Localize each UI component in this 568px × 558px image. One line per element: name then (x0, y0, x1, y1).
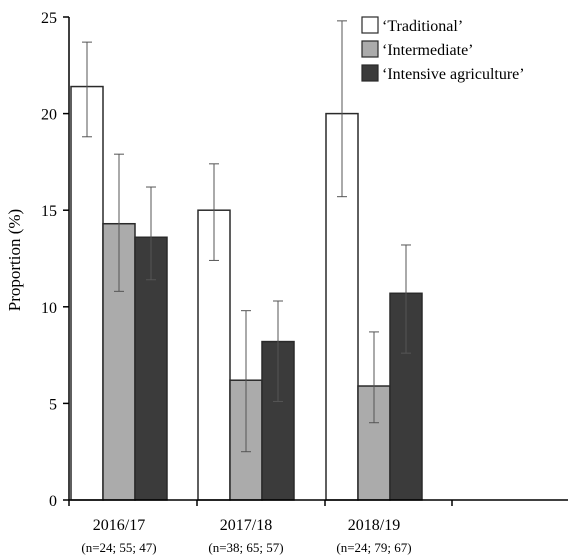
legend-label-3: ‘Intensive agriculture’ (382, 66, 525, 83)
y-tick-label-1: 0 (49, 493, 57, 510)
y-tick-label-6: 25 (41, 10, 57, 27)
y-tick-label-5: 20 (41, 107, 57, 124)
y-tick-label-4: 15 (41, 203, 57, 220)
legend-swatch-3 (361, 64, 379, 82)
bar-1-1 (70, 85, 104, 501)
sample-size-label-3: (n=24; 79; 67) (336, 540, 411, 555)
legend-label-1: ‘Traditional’ (382, 18, 463, 35)
bar-3-1 (134, 236, 168, 501)
legend: ‘Traditional’ ‘Intermediate’ ‘Intensive ag… (361, 16, 525, 83)
plot-area (70, 20, 423, 501)
legend-swatch-1 (361, 16, 379, 34)
y-axis-label: Proportion (%) (5, 209, 24, 311)
legend-label-2: ‘Intermediate’ (382, 42, 474, 59)
legend-swatch-2 (361, 40, 379, 58)
sample-size-label-2: (n=38; 65; 57) (208, 540, 283, 555)
x-tick-label-2: 2017/18 (220, 517, 272, 534)
sample-size-label-1: (n=24; 55; 47) (81, 540, 156, 555)
axes: 0 5 10 15 20 25 2016/17 (n=24; 55; 47) 2017/18 (n… (41, 10, 568, 555)
x-tick-label-3: 2018/19 (348, 517, 400, 534)
y-tick-label-2: 5 (49, 396, 57, 413)
y-tick-label-3: 10 (41, 300, 57, 317)
x-tick-label-1: 2016/17 (93, 517, 145, 534)
